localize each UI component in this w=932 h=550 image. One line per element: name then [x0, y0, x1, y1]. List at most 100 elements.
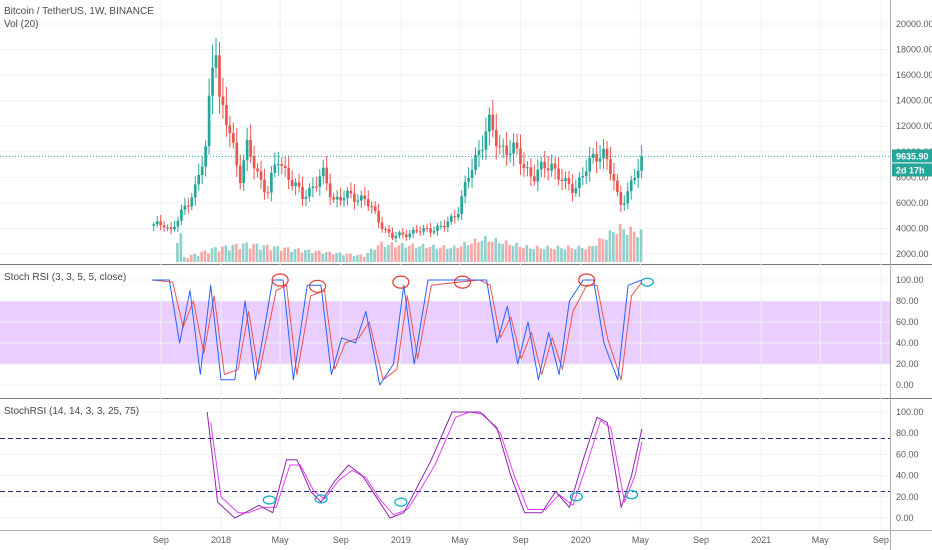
- volume-bar: [449, 248, 453, 262]
- candle-body: [488, 114, 491, 132]
- candle-body: [204, 146, 207, 167]
- candle-body: [176, 220, 180, 227]
- volume-bar: [522, 247, 525, 262]
- volume-bar: [518, 246, 522, 262]
- stochrsi-legend[interactable]: StochRSI (14, 14, 3, 3, 25, 75): [4, 406, 140, 417]
- candle-body: [619, 192, 623, 205]
- candle-body: [377, 210, 380, 223]
- candle-body: [560, 179, 564, 182]
- candle-body: [221, 96, 225, 106]
- volume-bar: [217, 251, 221, 262]
- volume-bar: [307, 249, 311, 262]
- volume-bar: [321, 253, 325, 262]
- candle-body: [190, 197, 194, 207]
- candle-body: [636, 170, 640, 178]
- candle-body: [363, 195, 367, 200]
- volume-bar: [283, 247, 286, 262]
- volume-bar: [297, 248, 300, 262]
- volume-bar: [577, 245, 581, 262]
- candle-body: [567, 178, 571, 185]
- volume-bar: [248, 248, 252, 262]
- volume-bar: [221, 246, 224, 262]
- cyan-annotation-circle: [394, 497, 408, 507]
- volume-bar: [497, 243, 501, 262]
- last-price-badge: [892, 149, 932, 163]
- volume-bar: [625, 234, 629, 262]
- candle-body: [460, 196, 464, 214]
- candle-body: [626, 191, 630, 204]
- candle-body: [616, 180, 619, 193]
- volume-bar: [515, 242, 518, 262]
- countdown-badge: [892, 163, 932, 177]
- volume-bar: [234, 243, 238, 262]
- candle-body: [529, 167, 533, 177]
- volume-bar: [560, 248, 563, 262]
- volume-bar: [425, 248, 428, 262]
- volume-bar: [404, 247, 408, 262]
- candle-body: [633, 177, 637, 181]
- volume-bar: [587, 245, 591, 262]
- volume-bar: [224, 245, 228, 262]
- time-tick-label: 2019: [391, 535, 411, 545]
- candle-body: [425, 228, 429, 230]
- stoch-rsi-tick-label: 40.00: [896, 338, 919, 348]
- price-tick-label: 4000.00: [896, 223, 929, 233]
- candle-body: [564, 178, 567, 182]
- candle-body: [339, 196, 342, 201]
- cyan-annotation-circle: [569, 492, 583, 502]
- volume-bar: [262, 245, 266, 262]
- candle-body: [574, 188, 578, 193]
- volume-bar: [487, 241, 491, 262]
- volume-bar: [504, 240, 508, 262]
- candle-body: [591, 153, 595, 158]
- candle-body: [539, 161, 543, 170]
- volume-bar: [580, 248, 584, 262]
- stoch-rsi-legend[interactable]: Stoch RSI (3, 3, 5, 5, close): [4, 272, 127, 283]
- candle-body: [512, 142, 515, 154]
- candle-body: [200, 166, 204, 176]
- volume-bar: [331, 254, 335, 262]
- volume-bar: [342, 255, 345, 262]
- candle-body: [245, 139, 249, 161]
- volume-bar: [176, 242, 179, 262]
- candle-body: [193, 184, 197, 198]
- volume-bar: [439, 247, 442, 262]
- red-annotation-circle: [578, 273, 596, 287]
- volume-legend[interactable]: Vol (20): [4, 19, 39, 30]
- cyan-annotation-circle: [640, 277, 654, 287]
- candle-body: [259, 171, 263, 180]
- candle-body: [408, 233, 412, 238]
- stochrsi-tick-label: 60.00: [896, 449, 919, 459]
- candle-body: [162, 225, 166, 228]
- volume-bar: [182, 257, 186, 262]
- volume-bar: [376, 245, 380, 262]
- volume-bar: [245, 242, 248, 262]
- symbol-legend[interactable]: Bitcoin / TetherUS, 1W, BINANCE: [4, 6, 154, 17]
- stoch-rsi-tick-label: 80.00: [896, 296, 919, 306]
- candle-body: [418, 231, 422, 233]
- volume-bar: [352, 256, 356, 262]
- volume-bar: [501, 243, 504, 262]
- candle-body: [356, 200, 360, 202]
- candle-body: [276, 163, 280, 165]
- volume-bar: [366, 253, 370, 262]
- stochrsi-tick-label: 80.00: [896, 428, 919, 438]
- candle-body: [287, 167, 291, 180]
- candle-body: [346, 190, 349, 199]
- candle-body: [501, 145, 505, 147]
- candle-body: [571, 184, 574, 193]
- candle-body: [325, 167, 329, 184]
- volume-bar: [259, 249, 262, 262]
- candle-body: [640, 155, 643, 171]
- candle-body: [505, 145, 508, 155]
- candle-body: [180, 209, 183, 221]
- volume-bar: [546, 245, 549, 262]
- candle-body: [612, 173, 616, 181]
- candle-body: [380, 222, 384, 230]
- time-tick-label: Sep: [153, 535, 169, 545]
- candle-body: [550, 163, 553, 171]
- candle-body: [225, 105, 228, 126]
- volume-bar: [200, 251, 203, 262]
